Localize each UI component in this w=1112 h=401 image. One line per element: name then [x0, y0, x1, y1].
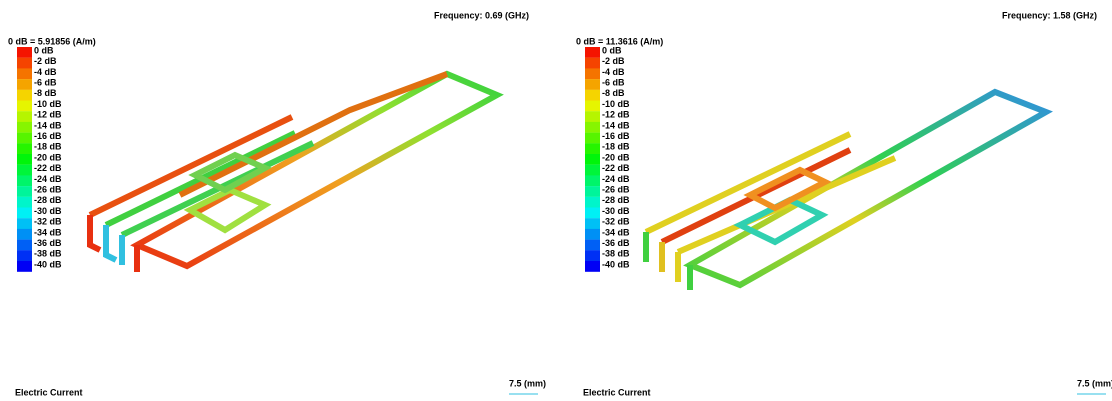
- legend-swatch: [585, 250, 600, 261]
- legend-label: -10 dB: [34, 99, 62, 109]
- model-left: [90, 74, 497, 272]
- legend-label: -34 dB: [602, 227, 630, 237]
- legend-swatch: [17, 229, 32, 240]
- legend-label: -22 dB: [602, 163, 630, 173]
- legend-swatch: [17, 133, 32, 144]
- legend-swatch: [17, 240, 32, 251]
- legend-swatch: [585, 240, 600, 251]
- legend-swatch: [17, 261, 32, 272]
- legend-swatch: [17, 154, 32, 165]
- scale-label: 7.5 (mm): [1077, 378, 1112, 388]
- legend-label: -20 dB: [34, 152, 62, 162]
- legend-swatch: [585, 208, 600, 219]
- legend-swatch: [17, 68, 32, 79]
- legend-swatch: [17, 143, 32, 154]
- legend-label: -38 dB: [602, 249, 630, 259]
- frequency: Frequency: 1.58 (GHz): [1002, 10, 1097, 20]
- legend-swatch: [585, 79, 600, 90]
- legend-label: -2 dB: [602, 56, 625, 66]
- legend-label: -20 dB: [602, 152, 630, 162]
- legend-label: 0 dB: [602, 45, 622, 55]
- legend-swatch: [585, 68, 600, 79]
- legend-label: -28 dB: [602, 195, 630, 205]
- legend-label: -26 dB: [602, 184, 630, 194]
- legend-label: -16 dB: [34, 131, 62, 141]
- screenshot: Frequency: 0.69 (GHz)0 dB = 5.91856 (A/m…: [0, 0, 1112, 401]
- legend-swatch: [585, 122, 600, 133]
- caption: Electric Current: [15, 387, 83, 397]
- legend-swatch: [585, 197, 600, 208]
- legend-swatch: [17, 47, 32, 58]
- legend-swatch: [17, 250, 32, 261]
- legend-swatch: [585, 218, 600, 229]
- legend-swatch: [585, 175, 600, 186]
- legend-swatch: [585, 58, 600, 69]
- legend-swatch: [17, 208, 32, 219]
- legend-label: -14 dB: [602, 120, 630, 130]
- legend-label: -10 dB: [602, 99, 630, 109]
- legend-swatch: [17, 122, 32, 133]
- legend-label: -12 dB: [602, 110, 630, 120]
- legend-swatch: [585, 143, 600, 154]
- legend-label: -22 dB: [34, 163, 62, 173]
- legend-label: -4 dB: [602, 67, 625, 77]
- caption: Electric Current: [583, 387, 651, 397]
- legend-label: -8 dB: [602, 88, 625, 98]
- legend-label: -36 dB: [602, 238, 630, 248]
- legend-swatch: [17, 197, 32, 208]
- legend-label: -28 dB: [34, 195, 62, 205]
- legend-label: -32 dB: [34, 217, 62, 227]
- legend-label: -8 dB: [34, 88, 57, 98]
- legend-label: -40 dB: [34, 259, 62, 269]
- legend-swatch: [17, 79, 32, 90]
- legend-label: -18 dB: [34, 142, 62, 152]
- legend-label: -18 dB: [602, 142, 630, 152]
- legend-swatch: [585, 111, 600, 122]
- legend-label: -30 dB: [602, 206, 630, 216]
- legend-label: 0 dB: [34, 45, 54, 55]
- legend-label: -6 dB: [602, 77, 625, 87]
- legend-swatch: [585, 47, 600, 58]
- model-right: [646, 92, 1046, 290]
- scale-label: 7.5 (mm): [509, 378, 546, 388]
- legend-swatch: [17, 111, 32, 122]
- legend-swatch: [585, 165, 600, 176]
- legend-swatch: [17, 101, 32, 112]
- legend-swatch: [585, 154, 600, 165]
- legend-swatch: [585, 90, 600, 101]
- legend-label: -16 dB: [602, 131, 630, 141]
- legend-swatch: [17, 175, 32, 186]
- legend-swatch: [17, 58, 32, 69]
- legend-label: -24 dB: [602, 174, 630, 184]
- legend-label: -32 dB: [602, 217, 630, 227]
- legend-swatch: [17, 165, 32, 176]
- legend-label: -24 dB: [34, 174, 62, 184]
- legend-label: -14 dB: [34, 120, 62, 130]
- legend-label: -2 dB: [34, 56, 57, 66]
- legend-label: -30 dB: [34, 206, 62, 216]
- legend-swatch: [585, 186, 600, 197]
- legend-label: -6 dB: [34, 77, 57, 87]
- legend-label: -4 dB: [34, 67, 57, 77]
- legend-swatch: [17, 218, 32, 229]
- legend-label: -34 dB: [34, 227, 62, 237]
- legend-swatch: [585, 261, 600, 272]
- legend-label: -40 dB: [602, 259, 630, 269]
- legend-swatch: [17, 186, 32, 197]
- legend-label: -38 dB: [34, 249, 62, 259]
- legend-swatch: [585, 133, 600, 144]
- legend-swatch: [17, 90, 32, 101]
- frequency: Frequency: 0.69 (GHz): [434, 10, 529, 20]
- legend-swatch: [585, 229, 600, 240]
- legend-label: -36 dB: [34, 238, 62, 248]
- legend-swatch: [585, 101, 600, 112]
- legend-label: -12 dB: [34, 110, 62, 120]
- legend-label: -26 dB: [34, 184, 62, 194]
